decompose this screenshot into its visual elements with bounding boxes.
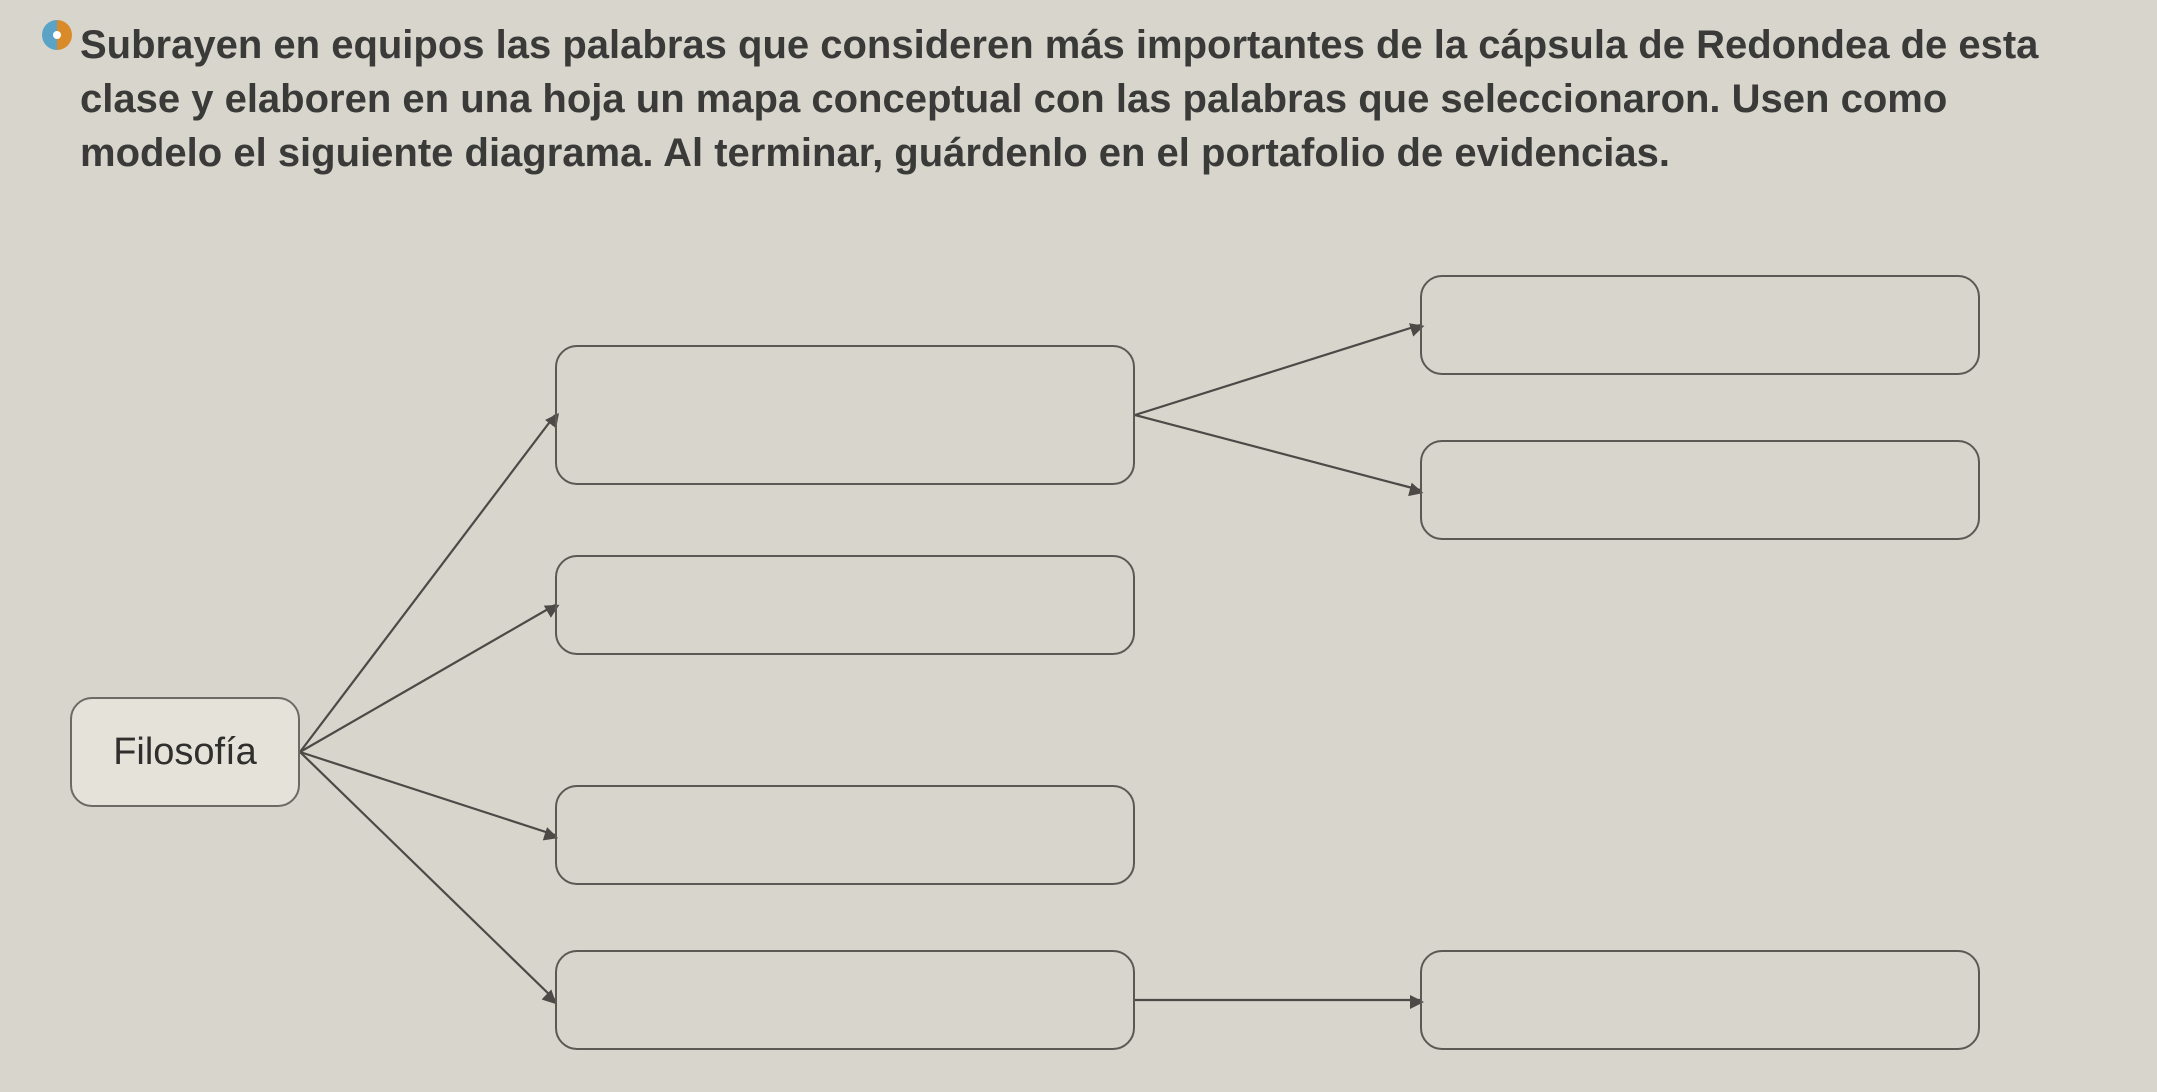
bullet-icon [40,18,74,52]
diagram-node-mid1 [555,345,1135,485]
diagram-node-label: Filosofía [113,731,257,774]
diagram-node-root: Filosofía [70,697,300,807]
diagram-node-mid2 [555,555,1135,655]
diagram-edge [1135,325,1420,415]
diagram-node-mid4 [555,950,1135,1050]
diagram-edge [300,415,555,752]
diagram-edge [300,605,555,752]
diagram-edge [300,752,555,835]
diagram-node-bot_r [1420,950,1980,1050]
page: Subrayen en equipos las palabras que con… [0,0,2157,1092]
diagram-node-top_r2 [1420,440,1980,540]
diagram-node-top_r1 [1420,275,1980,375]
diagram-edge [300,752,555,1000]
diagram-edge [1135,415,1420,490]
instruction-text: Subrayen en equipos las palabras que con… [80,18,2100,180]
diagram-node-mid3 [555,785,1135,885]
